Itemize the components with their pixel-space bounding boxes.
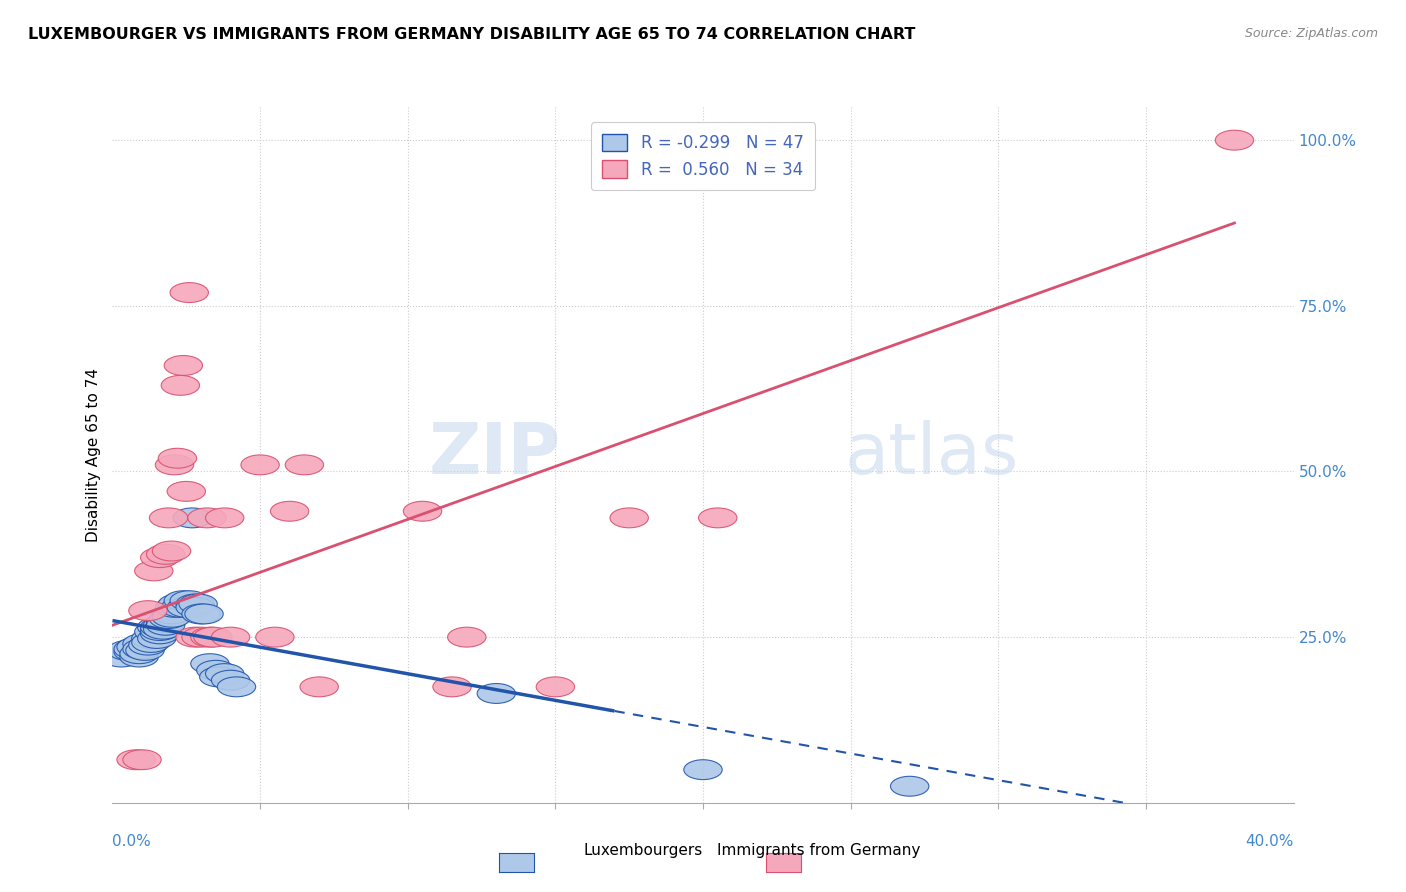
Ellipse shape	[141, 617, 179, 637]
Ellipse shape	[143, 619, 181, 640]
Ellipse shape	[114, 640, 152, 659]
Ellipse shape	[132, 629, 170, 648]
Ellipse shape	[194, 627, 232, 647]
Ellipse shape	[447, 627, 486, 647]
Text: atlas: atlas	[845, 420, 1019, 490]
Ellipse shape	[699, 508, 737, 528]
Ellipse shape	[256, 627, 294, 647]
Ellipse shape	[146, 613, 184, 632]
Ellipse shape	[299, 677, 339, 697]
Ellipse shape	[122, 750, 162, 770]
Ellipse shape	[108, 640, 146, 660]
Ellipse shape	[167, 482, 205, 501]
Ellipse shape	[536, 677, 575, 697]
Ellipse shape	[240, 455, 280, 475]
Ellipse shape	[404, 501, 441, 521]
Ellipse shape	[170, 283, 208, 302]
Ellipse shape	[122, 640, 162, 659]
Ellipse shape	[159, 594, 197, 614]
Ellipse shape	[135, 622, 173, 641]
Ellipse shape	[141, 624, 179, 644]
Ellipse shape	[114, 641, 152, 662]
Legend: R = -0.299   N = 47, R =  0.560   N = 34: R = -0.299 N = 47, R = 0.560 N = 34	[591, 122, 815, 190]
Ellipse shape	[179, 594, 218, 614]
Ellipse shape	[188, 508, 226, 528]
Text: Immigrants from Germany: Immigrants from Germany	[717, 843, 921, 858]
Ellipse shape	[433, 677, 471, 697]
Ellipse shape	[176, 598, 214, 617]
Ellipse shape	[141, 621, 179, 640]
Ellipse shape	[191, 654, 229, 673]
Text: 40.0%: 40.0%	[1246, 834, 1294, 849]
Ellipse shape	[211, 627, 250, 647]
Ellipse shape	[200, 667, 238, 687]
Ellipse shape	[155, 598, 194, 617]
Ellipse shape	[683, 760, 723, 780]
Ellipse shape	[205, 664, 243, 683]
Ellipse shape	[270, 501, 309, 521]
Y-axis label: Disability Age 65 to 74: Disability Age 65 to 74	[86, 368, 101, 542]
Text: Source: ZipAtlas.com: Source: ZipAtlas.com	[1244, 27, 1378, 40]
Ellipse shape	[149, 608, 188, 629]
Ellipse shape	[117, 637, 155, 657]
Ellipse shape	[181, 604, 221, 624]
Ellipse shape	[170, 591, 208, 611]
Ellipse shape	[890, 776, 929, 797]
Ellipse shape	[173, 508, 211, 528]
Ellipse shape	[285, 455, 323, 475]
Ellipse shape	[132, 632, 170, 652]
Ellipse shape	[138, 617, 176, 637]
Ellipse shape	[129, 635, 167, 655]
Ellipse shape	[610, 508, 648, 528]
Text: LUXEMBOURGER VS IMMIGRANTS FROM GERMANY DISABILITY AGE 65 TO 74 CORRELATION CHAR: LUXEMBOURGER VS IMMIGRANTS FROM GERMANY …	[28, 27, 915, 42]
Ellipse shape	[135, 561, 173, 581]
Ellipse shape	[176, 627, 214, 647]
Ellipse shape	[152, 541, 191, 561]
Ellipse shape	[184, 604, 224, 624]
Ellipse shape	[211, 670, 250, 690]
Ellipse shape	[120, 647, 159, 667]
Ellipse shape	[141, 548, 179, 567]
Ellipse shape	[138, 629, 176, 648]
Ellipse shape	[120, 644, 159, 664]
Ellipse shape	[117, 750, 155, 770]
Text: ZIP: ZIP	[429, 420, 561, 490]
Text: Luxembourgers: Luxembourgers	[583, 843, 703, 858]
Ellipse shape	[162, 598, 200, 617]
Ellipse shape	[159, 449, 197, 468]
Ellipse shape	[152, 604, 191, 624]
Ellipse shape	[122, 634, 162, 654]
Ellipse shape	[103, 647, 141, 667]
Ellipse shape	[477, 683, 516, 704]
Ellipse shape	[149, 508, 188, 528]
Ellipse shape	[167, 598, 205, 617]
Text: 0.0%: 0.0%	[112, 834, 152, 849]
Ellipse shape	[176, 594, 214, 614]
Ellipse shape	[129, 600, 167, 621]
Ellipse shape	[205, 508, 243, 528]
Ellipse shape	[218, 677, 256, 697]
Ellipse shape	[165, 356, 202, 376]
Ellipse shape	[152, 607, 191, 627]
Ellipse shape	[181, 627, 221, 647]
Ellipse shape	[191, 627, 229, 647]
Ellipse shape	[1215, 130, 1254, 150]
Ellipse shape	[155, 455, 194, 475]
Ellipse shape	[165, 591, 202, 611]
Ellipse shape	[146, 615, 184, 635]
Ellipse shape	[146, 544, 184, 565]
Ellipse shape	[162, 376, 200, 395]
Ellipse shape	[197, 660, 235, 681]
Ellipse shape	[125, 640, 165, 660]
Ellipse shape	[143, 615, 181, 635]
